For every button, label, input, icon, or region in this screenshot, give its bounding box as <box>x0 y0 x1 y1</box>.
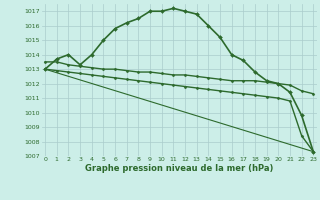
X-axis label: Graphe pression niveau de la mer (hPa): Graphe pression niveau de la mer (hPa) <box>85 164 273 173</box>
